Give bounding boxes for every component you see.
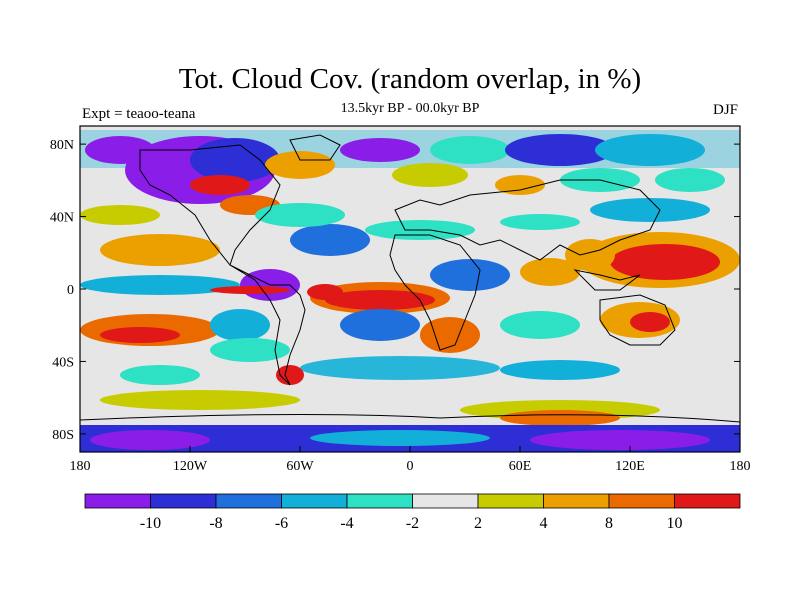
- colorbar-segment: [674, 493, 741, 509]
- lon-tick-label: 60W: [286, 459, 314, 474]
- colorbar-label: 2: [474, 515, 482, 532]
- lat-tick-label: 80S: [52, 428, 74, 443]
- colorbar-label: -10: [140, 515, 161, 532]
- experiment-label: Expt = teaoo-teana: [82, 106, 196, 122]
- colorbar-label: -6: [275, 515, 288, 532]
- latitude-ticks: 80N 40N 0 40S 80S: [50, 138, 740, 443]
- colorbar-segment: [84, 493, 151, 509]
- colorbar-label: 8: [605, 515, 613, 532]
- colorbar-label: -8: [209, 515, 222, 532]
- colorbar-label: -2: [406, 515, 419, 532]
- lon-tick-label: 120E: [615, 459, 645, 474]
- colorbar-segment: [150, 493, 217, 509]
- coastlines: [80, 134, 740, 423]
- colorbar-segment: [215, 493, 282, 509]
- colorbar-segment: [477, 493, 544, 509]
- colorbar: -10 -8 -6 -4 -2 2 4 8 10: [84, 493, 741, 532]
- lon-tick-label: 60E: [509, 459, 532, 474]
- lat-tick-label: 40N: [50, 211, 74, 226]
- colorbar-segment: [281, 493, 348, 509]
- colorbar-segment: [543, 493, 610, 509]
- map-panel: 80N 40N 0 40S 80S 180 120W 60W 0 60E 120E 180: [50, 125, 751, 474]
- colorbar-label: 4: [540, 515, 548, 532]
- longitude-ticks: 180 120W 60W 0 60E 120E 180: [70, 446, 751, 474]
- lon-tick-label: 0: [407, 459, 414, 474]
- colorbar-segment: [412, 493, 479, 509]
- colorbar-segment: [608, 493, 675, 509]
- figure-subtitle: 13.5kyr BP - 00.0kyr BP: [341, 101, 480, 116]
- lon-tick-label: 120W: [173, 459, 208, 474]
- lat-tick-label: 0: [67, 283, 74, 298]
- colorbar-label: 10: [667, 515, 683, 532]
- season-label: DJF: [713, 102, 738, 118]
- lon-tick-label: 180: [730, 459, 751, 474]
- lon-tick-label: 180: [70, 459, 91, 474]
- figure-title: Tot. Cloud Cov. (random overlap, in %): [179, 63, 641, 95]
- lat-tick-label: 80N: [50, 138, 74, 153]
- colorbar-label: -4: [340, 515, 353, 532]
- colorbar-segment: [346, 493, 413, 509]
- lat-tick-label: 40S: [52, 355, 74, 370]
